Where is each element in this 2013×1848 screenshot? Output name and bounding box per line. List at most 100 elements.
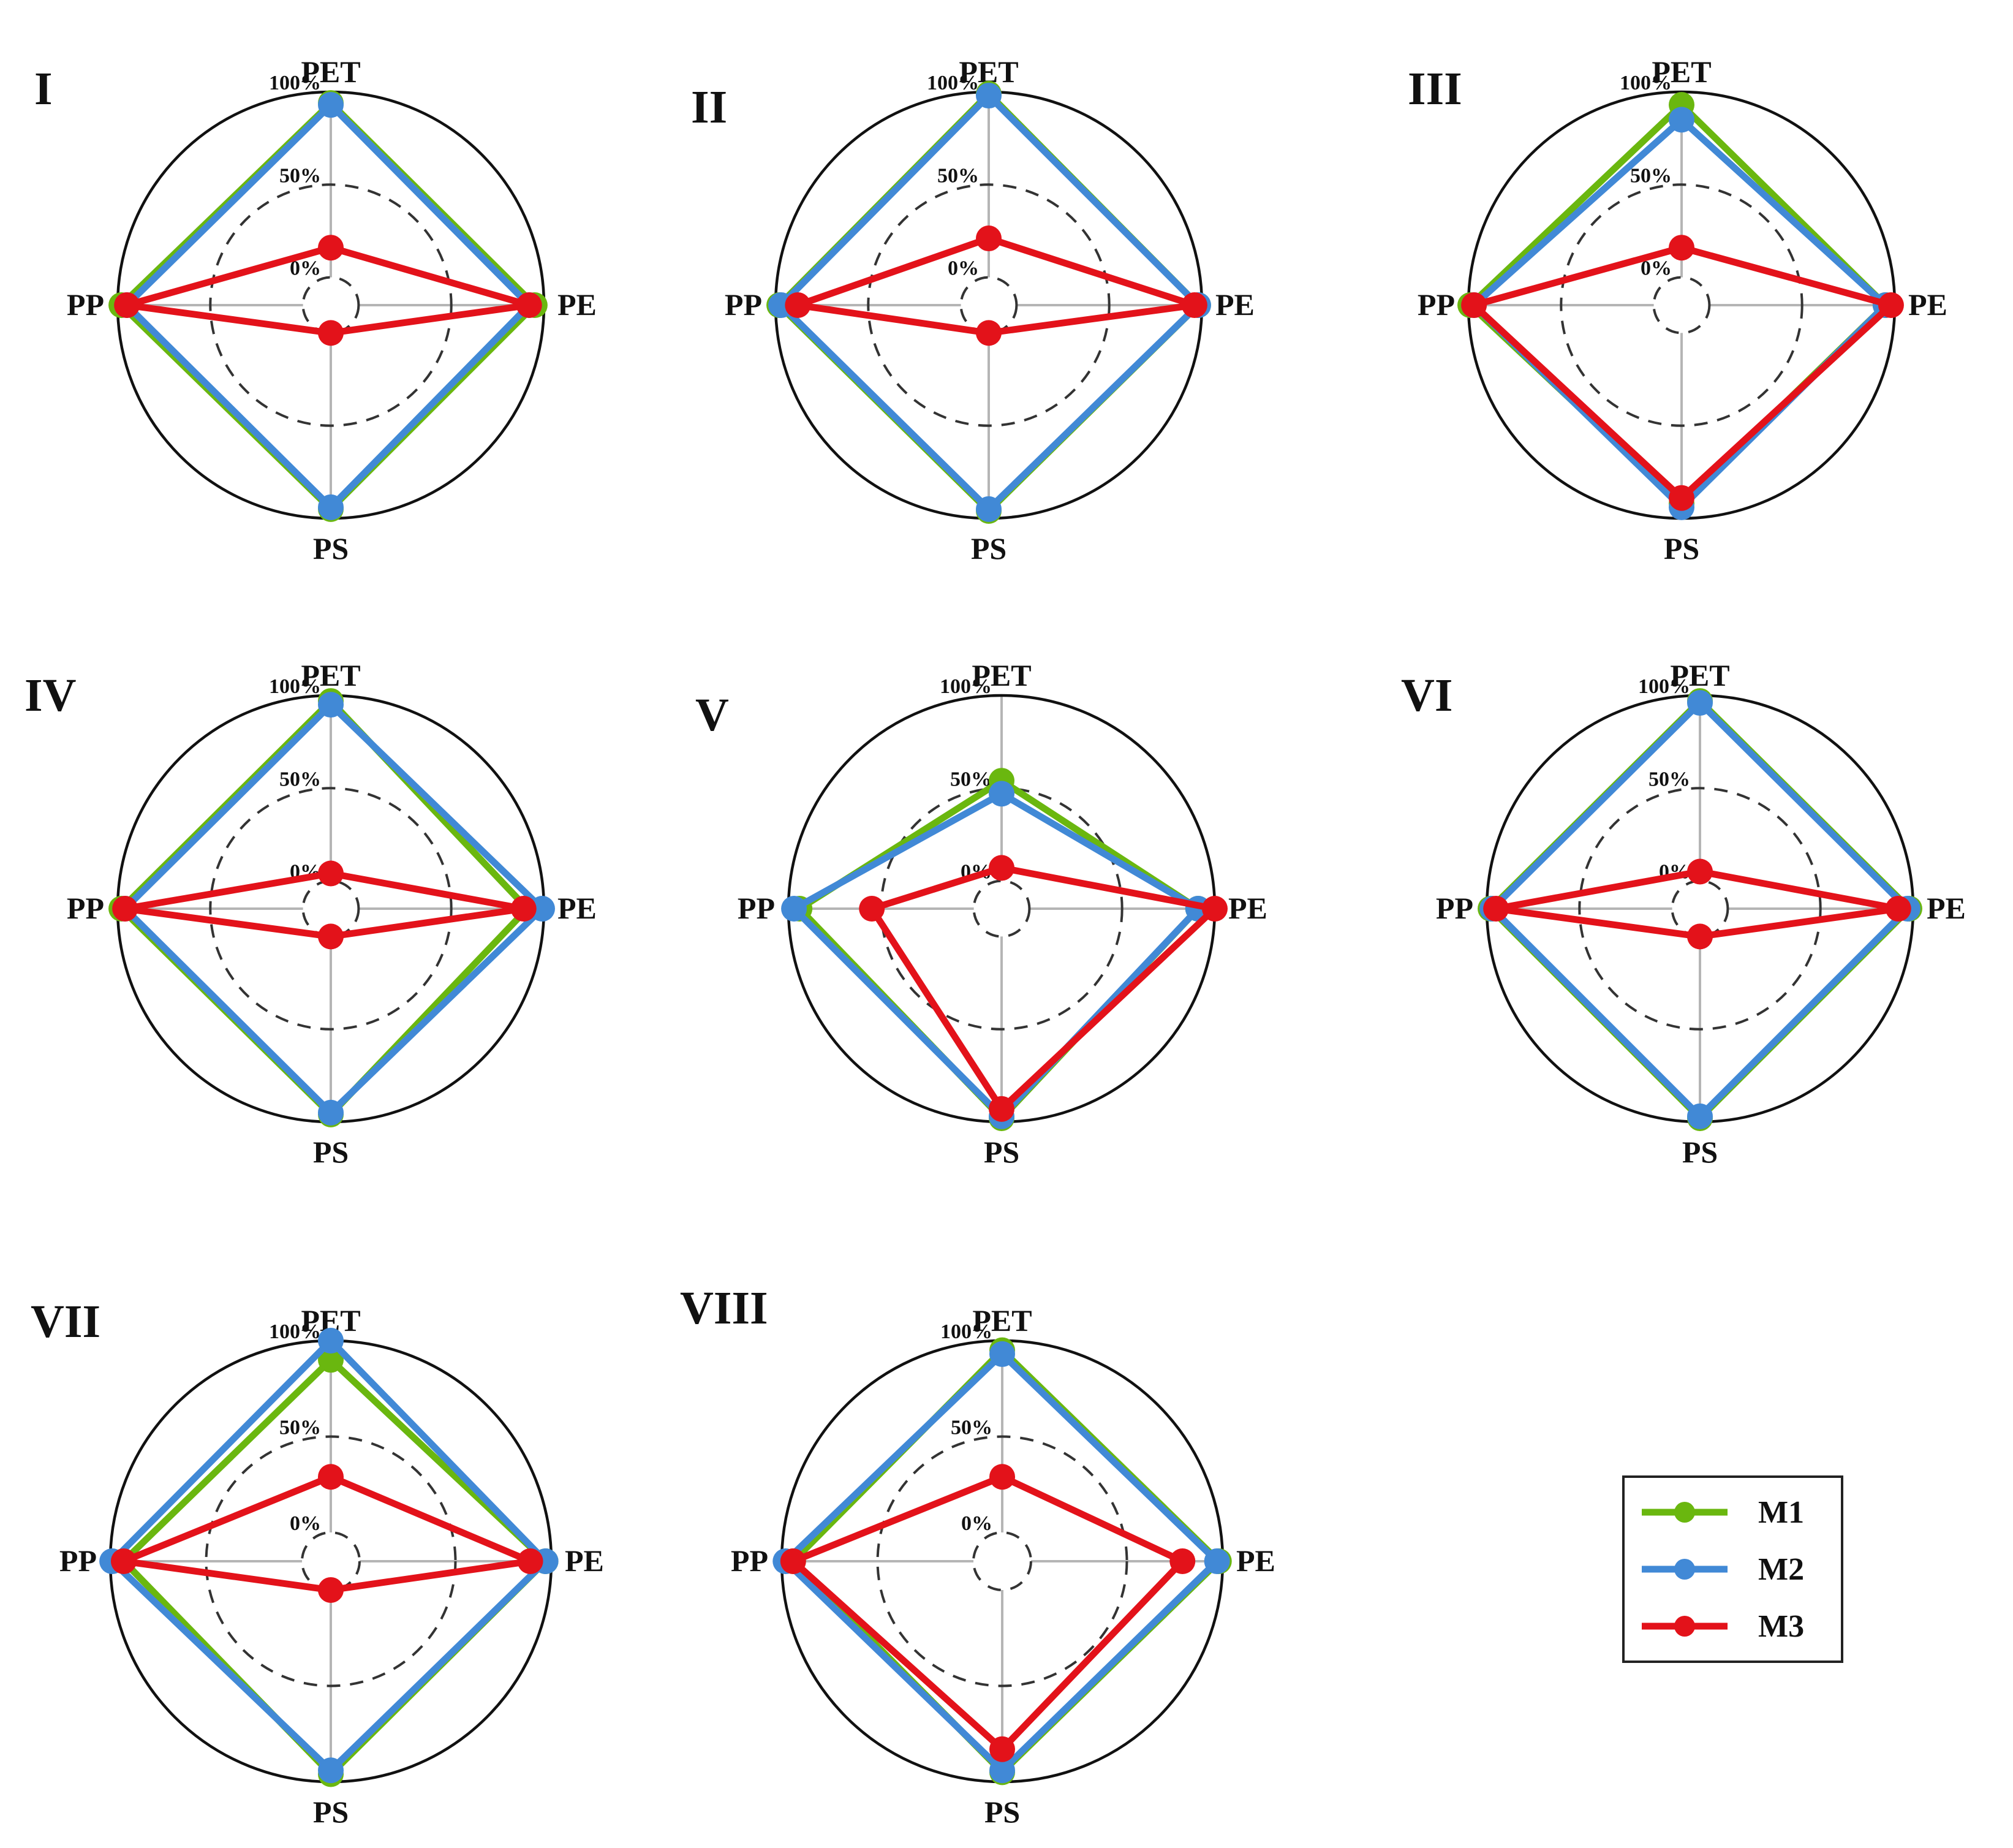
point-m2-pe — [529, 896, 555, 922]
ring-label-50: 50% — [950, 768, 992, 790]
panel-title: VIII — [680, 1282, 768, 1334]
ring-label-50: 50% — [279, 1417, 321, 1439]
point-m3-pe — [1878, 292, 1904, 318]
axis-label-pe: PE — [1228, 891, 1267, 925]
point-m3-pe — [510, 896, 537, 922]
axis-label-pp: PP — [725, 287, 762, 322]
radar-charts: 0%50%100%PETPEPSPPI0%50%100%PETPEPSPPII0… — [25, 55, 1966, 1829]
point-m1-pet — [318, 1347, 344, 1373]
axis-label-pe: PE — [1908, 287, 1947, 322]
ring-label-100: 100% — [940, 1320, 992, 1343]
point-m3-ps — [1669, 485, 1694, 511]
point-m3-pp — [1461, 292, 1487, 318]
point-m3-pe — [1169, 1548, 1196, 1574]
axis-label-ps: PS — [1664, 531, 1699, 566]
point-m3-ps — [318, 923, 344, 950]
axis-label-pe: PE — [1236, 1543, 1275, 1578]
point-m3-pet — [976, 225, 1002, 252]
axis-label-pe: PE — [557, 287, 597, 322]
ring-label-100: 100% — [940, 675, 992, 698]
ring-50 — [1578, 787, 1822, 1031]
ring-label-100: 100% — [269, 1320, 321, 1343]
axis-label-pp: PP — [1418, 287, 1455, 322]
point-m3-pet — [318, 235, 344, 261]
panel-title: III — [1408, 63, 1462, 115]
axis-label-pet: PET — [972, 658, 1031, 692]
point-m2-ps — [989, 1757, 1015, 1784]
legend-marker-m1 — [1674, 1502, 1695, 1523]
point-m3-pet — [1687, 858, 1713, 885]
point-m3-ps — [976, 320, 1002, 346]
ring-0 — [301, 1531, 361, 1591]
point-m3-ps — [1687, 923, 1713, 950]
point-m3-pet — [318, 860, 344, 887]
point-m3-pe — [1181, 292, 1207, 318]
point-m2-pet — [976, 83, 1002, 109]
ring-50 — [209, 183, 453, 427]
point-m3-pet — [989, 855, 1014, 881]
point-m3-ps — [989, 1736, 1015, 1762]
legend-label-m1: M1 — [1758, 1495, 1804, 1530]
point-m2-pet — [989, 1341, 1015, 1367]
axis-label-pet: PET — [1670, 658, 1729, 692]
axis-label-pet: PET — [1652, 55, 1711, 89]
point-m3-pet — [1669, 235, 1694, 261]
axis-label-pe: PE — [1215, 287, 1255, 322]
ring-label-50: 50% — [1630, 164, 1672, 187]
point-m2-pet — [1669, 107, 1694, 133]
ring-0 — [301, 879, 360, 938]
axis-label-ps: PS — [1682, 1135, 1718, 1169]
ring-label-50: 50% — [1649, 768, 1690, 790]
ring-50 — [876, 1435, 1128, 1687]
point-m2-pet — [989, 781, 1014, 807]
ring-0 — [972, 1531, 1032, 1591]
series-line-m2 — [790, 790, 1202, 1120]
panel-title: IV — [25, 670, 77, 721]
point-m2-ps — [1687, 1103, 1713, 1129]
radar-chart-VIII: 0% 50% 100%PET PE PS PP VIII — [680, 1282, 1275, 1829]
axis-label-ps: PS — [313, 1795, 349, 1829]
ring-0 — [1652, 276, 1711, 335]
point-m3-ps — [318, 1577, 344, 1603]
panel-title: II — [691, 81, 727, 133]
point-m3-pe — [516, 292, 542, 318]
point-m3-pp — [112, 896, 138, 922]
panel-title: I — [34, 63, 53, 115]
ring-label-50: 50% — [937, 164, 979, 187]
point-m2-pe — [1204, 1548, 1230, 1574]
point-m3-pp — [110, 1548, 137, 1574]
point-m3-pe — [517, 1548, 543, 1574]
legend-label-m3: M3 — [1758, 1609, 1804, 1644]
legend-marker-m2 — [1674, 1559, 1695, 1580]
point-m2-pet — [318, 1328, 344, 1354]
ring-label-0: 0% — [948, 257, 979, 280]
point-m3-pe — [1885, 896, 1911, 922]
axis-label-pet: PET — [301, 658, 360, 692]
point-m3-pp — [780, 1548, 806, 1574]
point-m2-pet — [1687, 690, 1713, 716]
legend-label-m2: M2 — [1758, 1552, 1804, 1587]
axis-label-ps: PS — [984, 1795, 1020, 1829]
point-m3-pet — [989, 1464, 1015, 1490]
point-m2-pp — [781, 896, 807, 922]
series-line-m2 — [1470, 116, 1889, 511]
point-m3-pp — [859, 896, 885, 922]
ring-0 — [972, 879, 1031, 938]
axis-label-pet: PET — [301, 55, 360, 89]
axis-label-ps: PS — [313, 531, 349, 566]
point-m2-ps — [318, 1099, 344, 1126]
ring-label-100: 100% — [1638, 675, 1690, 698]
series-line-m3 — [868, 864, 1218, 1113]
ring-label-100: 100% — [927, 72, 979, 94]
ring-50 — [867, 183, 1111, 427]
ring-label-0: 0% — [961, 1512, 992, 1535]
panel-title: VI — [1401, 670, 1452, 721]
axis-label-ps: PS — [984, 1135, 1019, 1169]
ring-label-100: 100% — [269, 675, 321, 698]
series-line-m2 — [108, 1337, 550, 1774]
ring-0 — [301, 276, 360, 335]
